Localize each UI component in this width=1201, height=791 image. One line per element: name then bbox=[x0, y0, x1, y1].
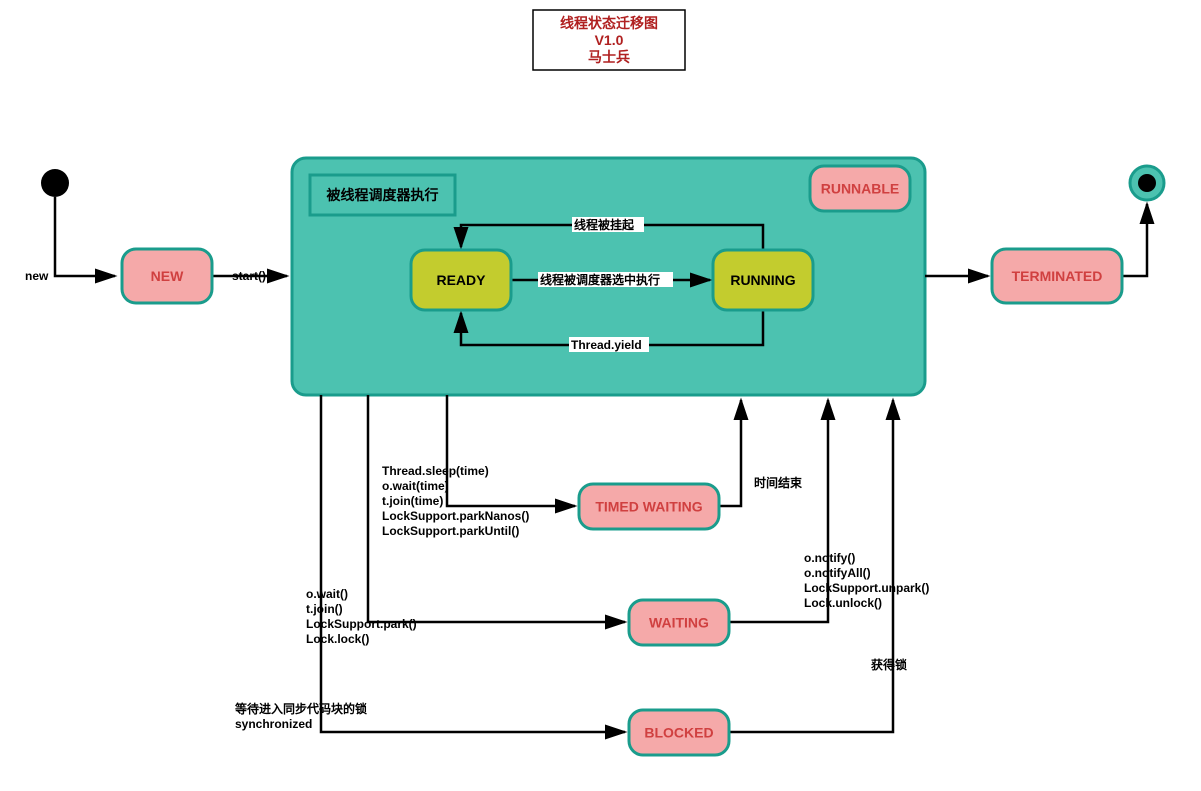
edge-label: Thread.yield bbox=[571, 338, 642, 352]
edge-terminated-final bbox=[1122, 204, 1147, 276]
edge-label: LockSupport.parkUntil() bbox=[382, 524, 519, 538]
title-line: 马士兵 bbox=[588, 49, 630, 65]
edge-label: o.notify() bbox=[804, 551, 855, 565]
node-running-text: RUNNING bbox=[730, 272, 795, 288]
edge-label: Thread.sleep(time) bbox=[382, 464, 489, 478]
edge-label: LockSupport.park() bbox=[306, 617, 417, 631]
edge-init-new bbox=[55, 197, 115, 276]
edge-label: 获得锁 bbox=[870, 657, 907, 672]
edge-label: t.join() bbox=[306, 602, 343, 616]
edge-label: LockSupport.parkNanos() bbox=[382, 509, 529, 523]
edge-label: o.wait(time) bbox=[382, 479, 449, 493]
edge-label: Lock.unlock() bbox=[804, 596, 882, 610]
node-ready-text: READY bbox=[436, 272, 486, 288]
node-timed-text: TIMED WAITING bbox=[595, 499, 702, 515]
final-state-dot bbox=[1138, 174, 1156, 192]
edge-label: t.join(time) bbox=[382, 494, 443, 508]
initial-state bbox=[41, 169, 69, 197]
edge-label: synchronized bbox=[235, 717, 312, 731]
edge-to-timed bbox=[447, 395, 575, 506]
scheduler-label: 被线程调度器执行 bbox=[327, 187, 439, 203]
edge-label: 线程被调度器选中执行 bbox=[540, 272, 660, 287]
edge-to-blocked bbox=[321, 395, 625, 732]
runnable-badge-text: RUNNABLE bbox=[821, 181, 900, 197]
edge-label: 时间结束 bbox=[754, 475, 803, 490]
node-waiting-text: WAITING bbox=[649, 615, 709, 631]
edge-label: Lock.lock() bbox=[306, 632, 369, 646]
edge-label: start() bbox=[232, 269, 266, 283]
node-new-text: NEW bbox=[151, 268, 184, 284]
node-blocked-text: BLOCKED bbox=[644, 725, 713, 741]
edge-label: o.notifyAll() bbox=[804, 566, 871, 580]
edge-label: LockSupport.unpark() bbox=[804, 581, 929, 595]
edge-label: new bbox=[25, 269, 49, 283]
edge-timed-back bbox=[719, 400, 741, 506]
node-terminated-text: TERMINATED bbox=[1012, 268, 1103, 284]
edge-label: 线程被挂起 bbox=[574, 217, 635, 232]
title-line: 线程状态迁移图 bbox=[560, 15, 658, 31]
edge-label: o.wait() bbox=[306, 587, 348, 601]
edge-label: 等待进入同步代码块的锁 bbox=[234, 701, 367, 716]
title-line: V1.0 bbox=[595, 32, 624, 48]
